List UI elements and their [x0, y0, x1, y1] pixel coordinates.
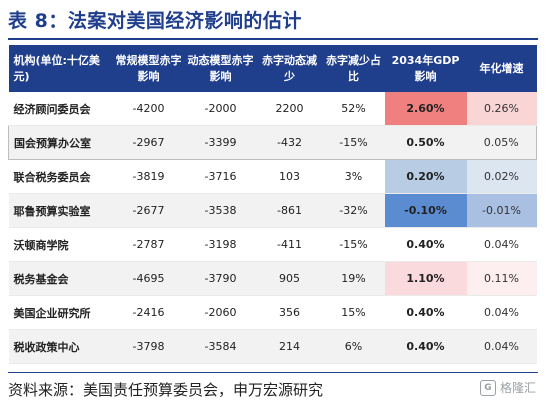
cell-reduction-share: -15%: [322, 125, 385, 160]
cell-reduction-share: 19%: [322, 261, 385, 296]
cell-annual-growth: 0.04%: [466, 227, 537, 262]
cell-gdp-2034: 0.50%: [384, 125, 467, 160]
cell-gdp-2034: 2.60%: [384, 92, 467, 126]
table-row: 沃顿商学院 -2787 -3198 -411 -15% 0.40% 0.04%: [8, 227, 537, 262]
table-row: 经济顾问委员会 -4200 -2000 2200 52% 2.60% 0.26%: [8, 92, 537, 126]
header-reduction: 赤字动态减少: [256, 45, 323, 92]
cell-static-impact: -2677: [112, 193, 185, 228]
header-gdp: 2034年GDP影响: [384, 45, 467, 92]
cell-reduction-share: 52%: [322, 92, 385, 126]
cell-static-impact: -2787: [112, 227, 185, 262]
cell-gdp-2034: -0.10%: [384, 193, 467, 228]
cell-org: 联合税务委员会: [8, 159, 113, 194]
cell-gdp-2034: 1.10%: [384, 261, 467, 296]
cell-dynamic-reduction: 356: [256, 295, 323, 330]
cell-reduction-share: -32%: [322, 193, 385, 228]
cell-annual-growth: 0.05%: [466, 125, 537, 160]
source-note: 资料来源：美国责任预算委员会，申万宏源研究: [8, 381, 324, 399]
footer-rule: [8, 372, 538, 373]
cell-static-impact: -4695: [112, 261, 185, 296]
table-row: 耶鲁预算实验室 -2677 -3538 -861 -32% -0.10% -0.01%: [8, 193, 537, 228]
cell-static-impact: -4200: [112, 92, 185, 126]
cell-static-impact: -2967: [112, 125, 185, 160]
cell-gdp-2034: 0.40%: [384, 227, 467, 262]
header-static: 常规模型赤字影响: [112, 45, 185, 92]
header-org: 机构(单位:十亿美元): [8, 45, 113, 92]
cell-dynamic-impact: -3584: [184, 329, 257, 364]
cell-org: 耶鲁预算实验室: [8, 193, 113, 228]
cell-dynamic-impact: -3790: [184, 261, 257, 296]
cell-annual-growth: 0.02%: [466, 159, 537, 194]
cell-dynamic-reduction: 905: [256, 261, 323, 296]
cell-static-impact: -3798: [112, 329, 185, 364]
cell-reduction-share: 3%: [322, 159, 385, 194]
cell-annual-growth: 0.26%: [466, 92, 537, 126]
cell-annual-growth: -0.01%: [466, 193, 537, 228]
cell-dynamic-reduction: 103: [256, 159, 323, 194]
watermark-logo-icon: G: [479, 379, 496, 396]
table-row: 税务基金会 -4695 -3790 905 19% 1.10% 0.11%: [8, 261, 537, 296]
header-dynamic: 动态模型赤字影响: [184, 45, 257, 92]
cell-org: 经济顾问委员会: [8, 92, 113, 126]
cell-dynamic-impact: -3198: [184, 227, 257, 262]
cell-annual-growth: 0.04%: [466, 295, 537, 330]
watermark: G 格隆汇: [479, 379, 536, 396]
header-growth: 年化增速: [466, 45, 537, 92]
table-header-row: 机构(单位:十亿美元) 常规模型赤字影响 动态模型赤字影响 赤字动态减少 赤字减…: [8, 45, 537, 92]
cell-org: 税收政策中心: [8, 329, 113, 364]
cell-dynamic-impact: -3716: [184, 159, 257, 194]
cell-static-impact: -2416: [112, 295, 185, 330]
cell-dynamic-impact: -3538: [184, 193, 257, 228]
cell-gdp-2034: 0.20%: [384, 159, 467, 194]
table-row: 国会预算办公室 -2967 -3399 -432 -15% 0.50% 0.05%: [8, 125, 537, 160]
table-row: 联合税务委员会 -3819 -3716 103 3% 0.20% 0.02%: [8, 159, 537, 194]
cell-dynamic-reduction: 214: [256, 329, 323, 364]
cell-org: 税务基金会: [8, 261, 113, 296]
cell-annual-growth: 0.11%: [466, 261, 537, 296]
cell-org: 国会预算办公室: [8, 125, 113, 160]
impact-table: 机构(单位:十亿美元) 常规模型赤字影响 动态模型赤字影响 赤字动态减少 赤字减…: [8, 45, 537, 364]
watermark-text: 格隆汇: [499, 381, 536, 395]
table-row: 美国企业研究所 -2416 -2060 356 15% 0.40% 0.04%: [8, 295, 537, 330]
table-row: 税收政策中心 -3798 -3584 214 6% 0.40% 0.04%: [8, 329, 537, 364]
cell-dynamic-reduction: 2200: [256, 92, 323, 126]
cell-gdp-2034: 0.40%: [384, 295, 467, 330]
cell-reduction-share: 15%: [322, 295, 385, 330]
header-share: 赤字减少占比: [322, 45, 385, 92]
cell-org: 沃顿商学院: [8, 227, 113, 262]
cell-dynamic-reduction: -411: [256, 227, 323, 262]
cell-gdp-2034: 0.40%: [384, 329, 467, 364]
cell-dynamic-impact: -3399: [184, 125, 257, 160]
cell-annual-growth: 0.04%: [466, 329, 537, 364]
cell-reduction-share: 6%: [322, 329, 385, 364]
cell-reduction-share: -15%: [322, 227, 385, 262]
title-rule: [8, 38, 538, 40]
table-title: 表 8：法案对美国经济影响的估计: [8, 10, 302, 32]
cell-dynamic-reduction: -861: [256, 193, 323, 228]
cell-dynamic-impact: -2060: [184, 295, 257, 330]
cell-dynamic-impact: -2000: [184, 92, 257, 126]
cell-dynamic-reduction: -432: [256, 125, 323, 160]
cell-static-impact: -3819: [112, 159, 185, 194]
cell-org: 美国企业研究所: [8, 295, 113, 330]
